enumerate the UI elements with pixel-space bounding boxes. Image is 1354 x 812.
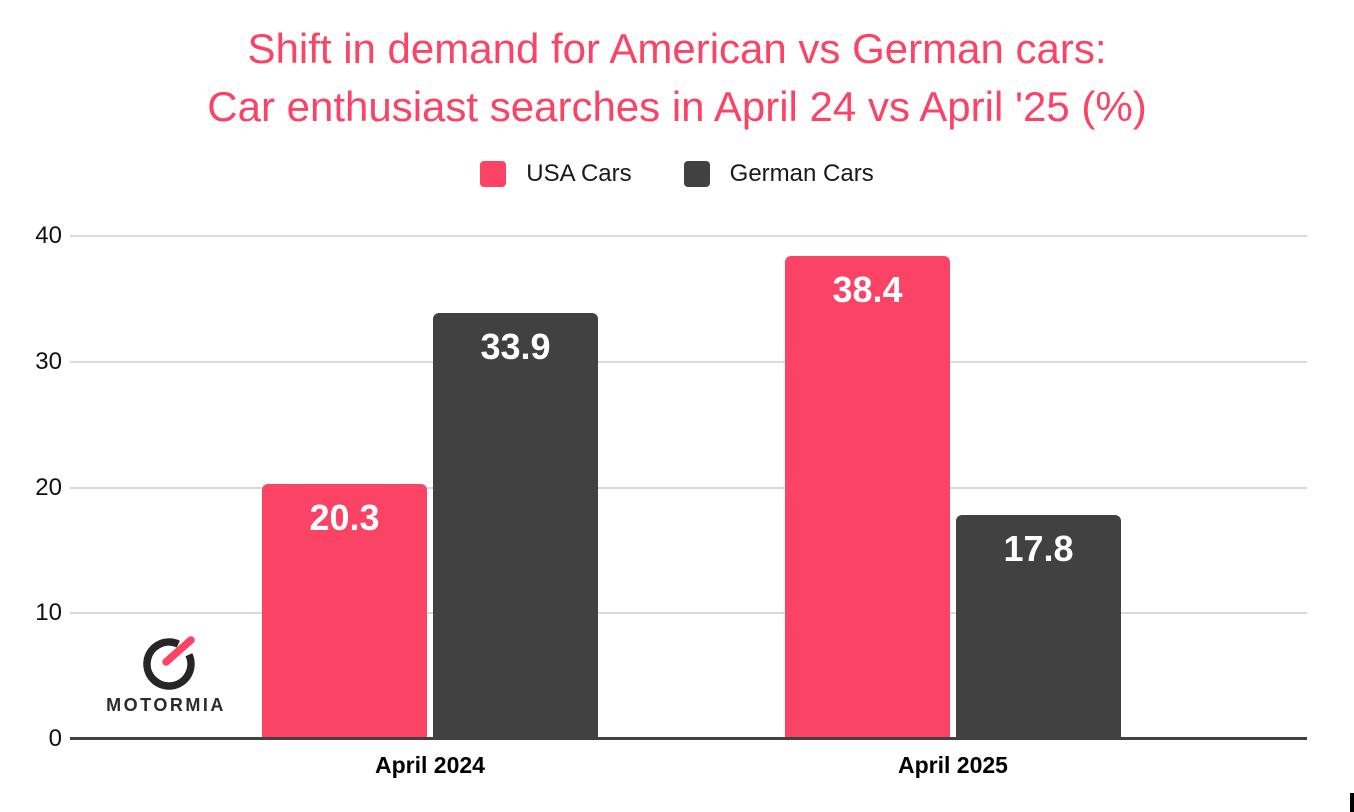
chart-title-line-2: Car enthusiast searches in April 24 vs A…	[207, 83, 1147, 130]
bar-value-label: 20.3	[309, 497, 380, 538]
legend-item-label: German Cars	[729, 160, 874, 187]
gridline	[70, 612, 1307, 614]
motormia-wordmark: MOTORMIA	[106, 695, 226, 715]
bar-value-label: 33.9	[480, 326, 551, 367]
bar-usa-cars-april-2025: 38.4	[785, 256, 950, 739]
legend-item-usa-cars: USA Cars	[480, 160, 632, 187]
y-axis-tick-label: 20	[35, 474, 62, 501]
bar-usa-cars-april-2024: 20.3	[262, 484, 427, 739]
x-axis-label: April 2024	[375, 752, 485, 778]
gridline	[70, 361, 1307, 363]
gridline	[70, 235, 1307, 237]
speedometer-icon	[143, 636, 195, 690]
chart-title: Shift in demand for American vs German c…	[0, 20, 1354, 136]
x-axis-line	[70, 737, 1307, 740]
legend: USA Cars German Cars	[0, 161, 1354, 187]
x-axis-label: April 2025	[898, 752, 1008, 778]
y-axis-tick-label: 0	[48, 725, 62, 752]
bar-german-cars-april-2024: 33.9	[433, 313, 598, 739]
legend-item-label: USA Cars	[526, 160, 632, 187]
bar-german-cars-april-2025: 17.8	[956, 515, 1121, 739]
gridline	[70, 487, 1307, 489]
y-axis-tick-label: 30	[35, 348, 62, 375]
y-axis-tick-label: 40	[35, 222, 62, 249]
y-axis-tick-label: 10	[35, 599, 62, 626]
bar-value-label: 17.8	[1003, 528, 1074, 569]
legend-swatch-usa-cars-icon	[480, 161, 507, 187]
legend-item-german-cars: German Cars	[683, 160, 874, 187]
chart-title-line-1: Shift in demand for American vs German c…	[247, 25, 1107, 72]
bar-value-label: 38.4	[832, 269, 903, 310]
screen-edge-artifact	[1350, 793, 1354, 812]
legend-swatch-german-cars-icon	[683, 161, 710, 187]
